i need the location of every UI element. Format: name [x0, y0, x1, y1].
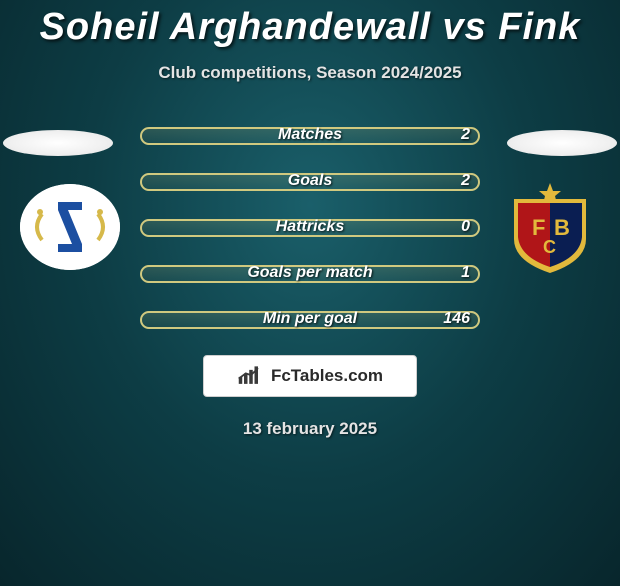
left-shadow-ellipse — [3, 130, 113, 156]
fcb-crest-icon: F B C — [500, 177, 600, 277]
bar-chart-icon — [237, 366, 265, 386]
stat-label: Min per goal — [142, 310, 478, 328]
date-text: 13 february 2025 — [0, 419, 620, 439]
stat-label: Hattricks — [142, 218, 478, 236]
stat-row: Min per goal 146 — [140, 311, 480, 329]
stat-label: Goals — [142, 172, 478, 190]
left-club-crest — [20, 184, 120, 270]
stat-row: Goals 2 — [140, 173, 480, 191]
stat-value: 2 — [461, 126, 470, 144]
watermark-badge: FcTables.com — [203, 355, 417, 397]
stat-label: Matches — [142, 126, 478, 144]
stat-value: 2 — [461, 172, 470, 190]
stat-label: Goals per match — [142, 264, 478, 282]
svg-text:B: B — [554, 215, 570, 240]
watermark-text: FcTables.com — [271, 366, 383, 386]
right-shadow-ellipse — [507, 130, 617, 156]
right-club-crest: F B C — [500, 184, 600, 270]
fcz-crest-icon — [20, 184, 120, 270]
svg-text:C: C — [543, 237, 556, 257]
stat-row: Goals per match 1 — [140, 265, 480, 283]
subtitle: Club competitions, Season 2024/2025 — [0, 63, 620, 83]
page-title: Soheil Arghandewall vs Fink — [0, 6, 620, 49]
stat-row: Matches 2 — [140, 127, 480, 145]
stat-row: Hattricks 0 — [140, 219, 480, 237]
stat-value: 1 — [461, 264, 470, 282]
stat-value: 0 — [461, 218, 470, 236]
stat-value: 146 — [443, 310, 470, 328]
